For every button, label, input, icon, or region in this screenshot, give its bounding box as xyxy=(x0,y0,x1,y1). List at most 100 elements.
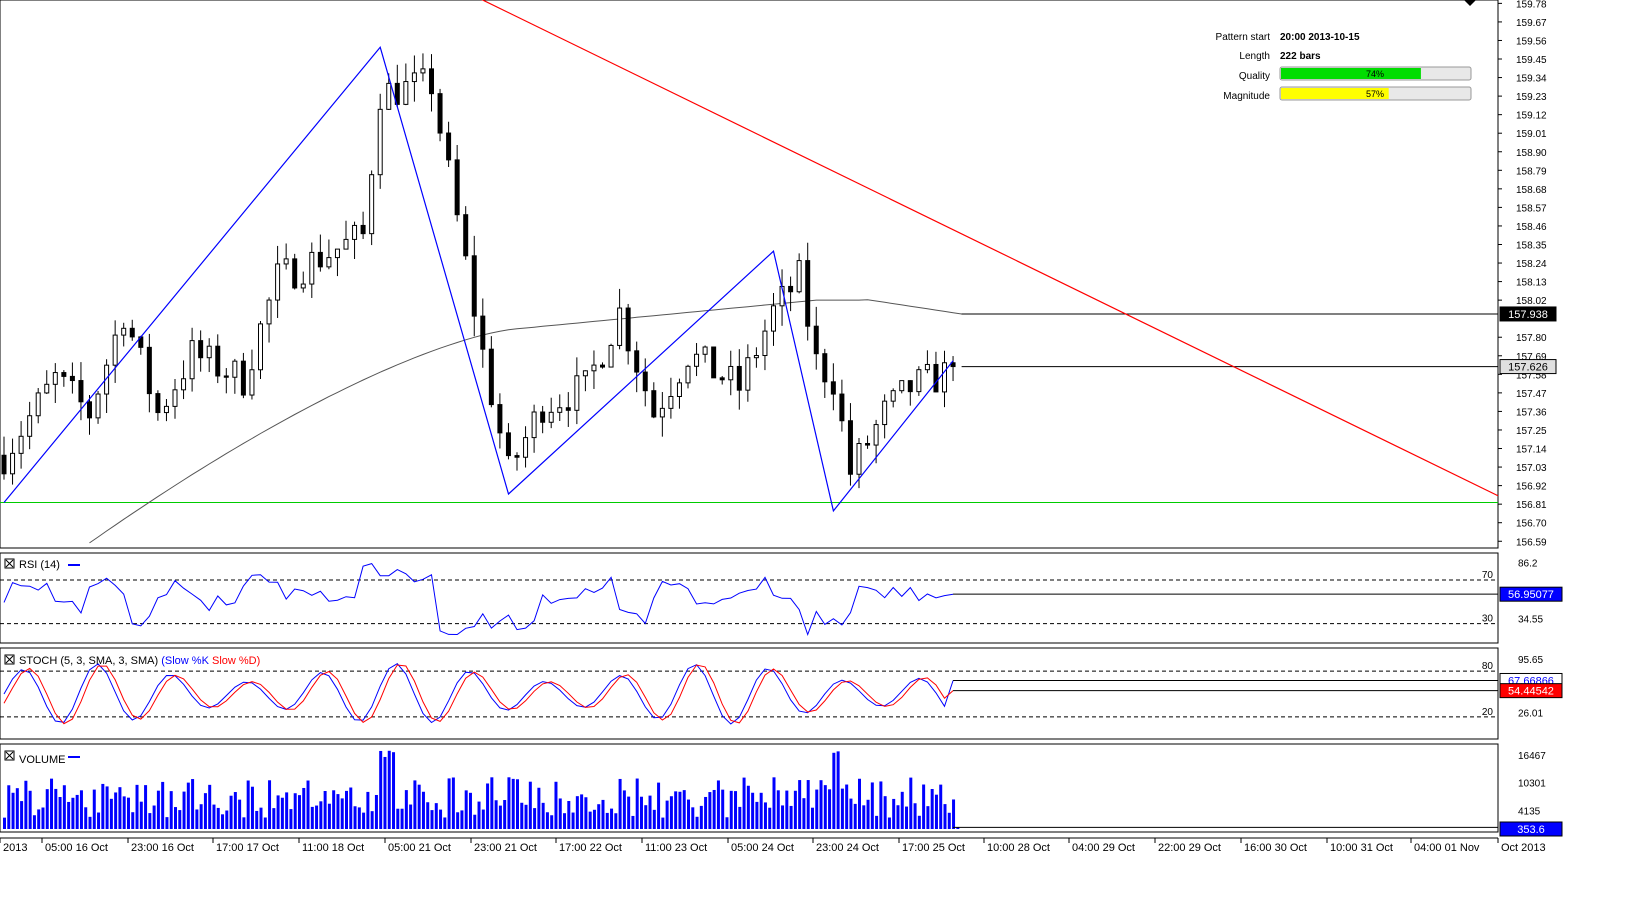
volume-bar xyxy=(507,777,511,829)
candle-body xyxy=(411,72,417,83)
stoch-tick-label: 95.65 xyxy=(1518,655,1543,666)
price-tick-label: 158.79 xyxy=(1516,166,1547,177)
volume-bar xyxy=(280,797,284,829)
volume-bar xyxy=(434,803,438,829)
volume-bar xyxy=(832,752,836,829)
candle-body xyxy=(437,93,443,134)
stoch-level-label: 80 xyxy=(1482,661,1494,672)
price-tick-label: 159.12 xyxy=(1516,111,1547,122)
x-tick-label: 17:00 25 Oct xyxy=(902,842,965,854)
volume-bar xyxy=(503,800,507,829)
rsi-current-box xyxy=(1499,586,1563,602)
candle-body xyxy=(377,108,383,176)
volume-bar xyxy=(105,786,109,829)
volume-bar xyxy=(678,791,682,829)
volume-bar xyxy=(11,792,15,829)
price-tick-label: 158.57 xyxy=(1516,203,1547,214)
volume-bar xyxy=(819,780,823,829)
volume-bar xyxy=(327,803,331,829)
candle-body xyxy=(574,375,580,411)
candle-body xyxy=(685,365,691,384)
x-tick-label: 04:00 29 Oct xyxy=(1072,842,1135,854)
volume-bar xyxy=(943,804,947,829)
price-tick-label: 157.03 xyxy=(1516,463,1547,474)
price-tick-label: 159.34 xyxy=(1516,74,1547,85)
price-tick-label: 158.46 xyxy=(1516,222,1547,233)
candle-body xyxy=(548,411,554,423)
candle-body xyxy=(1,454,7,475)
volume-bar xyxy=(370,811,374,829)
candle-body xyxy=(326,257,332,268)
volume-bar xyxy=(481,809,485,829)
volume-bar xyxy=(887,817,891,829)
volume-bar xyxy=(939,784,943,829)
candle-body xyxy=(258,323,263,371)
volume-bar xyxy=(575,796,579,829)
length-value: 222 bars xyxy=(1280,51,1321,62)
candle-body xyxy=(711,346,717,379)
price-tick-label: 157.36 xyxy=(1516,407,1547,418)
candle-body xyxy=(608,344,614,368)
price-tick-label: 158.02 xyxy=(1516,296,1547,307)
candle-body xyxy=(463,214,469,257)
stoch-d-line xyxy=(3,664,954,725)
candle-body xyxy=(924,363,930,371)
quality-value: 74% xyxy=(1366,69,1384,79)
candle-body xyxy=(317,251,323,268)
volume-bar xyxy=(302,787,306,829)
volume-bar xyxy=(776,790,780,829)
volume-bar xyxy=(635,778,639,829)
stoch-d-current-label: 54.44542 xyxy=(1508,686,1554,698)
candle-body xyxy=(198,340,204,359)
volume-bar xyxy=(567,800,571,829)
candle-body xyxy=(788,285,794,293)
stoch-level-label: 20 xyxy=(1482,707,1494,718)
volume-bar xyxy=(242,817,246,829)
volume-bar xyxy=(323,791,327,829)
rsi-level-label: 70 xyxy=(1482,570,1494,581)
price-tick-label: 158.13 xyxy=(1516,278,1547,289)
stoch-d-label: Slow %D) xyxy=(212,655,260,667)
x-tick-label: 2013 xyxy=(3,842,27,854)
volume-bar xyxy=(15,788,19,829)
magnitude-bar-fill xyxy=(1281,88,1389,99)
candle-body xyxy=(839,393,845,422)
quality-bar-fill xyxy=(1281,68,1421,79)
stoch-k-label: (Slow %K xyxy=(161,655,209,667)
x-tick-label: 22:00 29 Oct xyxy=(1158,842,1221,854)
stoch-d-current-box xyxy=(1499,683,1563,699)
volume-bar xyxy=(191,779,195,829)
collapse-arrow-icon[interactable] xyxy=(1464,0,1476,6)
volume-bar xyxy=(550,815,554,829)
moving-average-line xyxy=(89,299,1022,544)
price-highlight-label: 157.626 xyxy=(1508,362,1548,374)
candle-body xyxy=(933,363,939,393)
volume-bar xyxy=(161,781,165,829)
x-tick-label: 23:00 21 Oct xyxy=(474,842,537,854)
candle-body xyxy=(52,372,58,385)
volume-bar xyxy=(400,808,404,829)
volume-bar xyxy=(849,798,853,829)
volume-bar xyxy=(729,790,733,829)
volume-bar xyxy=(862,805,866,829)
volume-bar xyxy=(114,792,118,829)
volume-bar xyxy=(332,790,336,829)
candle-body xyxy=(565,407,571,411)
candle-body xyxy=(87,401,92,419)
volume-bar xyxy=(439,809,443,829)
volume-bar xyxy=(691,807,695,829)
candle-body xyxy=(121,327,127,336)
volume-bar xyxy=(639,796,643,829)
volume-bar xyxy=(524,804,528,829)
candle-body xyxy=(822,353,828,383)
stoch-title: STOCH (5, 3, SMA, 3, SMA) (Slow %K Slow … xyxy=(19,655,260,667)
candle-body xyxy=(10,452,16,475)
x-tick-label: 11:00 23 Oct xyxy=(645,842,707,854)
candle-body xyxy=(454,159,460,216)
candle-body xyxy=(266,299,272,325)
volume-bar xyxy=(879,781,883,829)
volume-bar xyxy=(759,792,763,829)
volume-bar xyxy=(366,791,370,829)
volume-bar xyxy=(845,784,849,829)
